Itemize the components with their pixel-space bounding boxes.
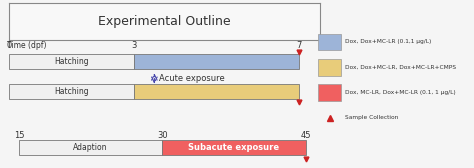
Text: Hatching: Hatching — [54, 57, 89, 66]
Bar — [9, 84, 134, 99]
FancyBboxPatch shape — [319, 59, 341, 76]
Bar — [9, 54, 134, 69]
Text: Experimental Outline: Experimental Outline — [99, 15, 231, 28]
Text: 3: 3 — [131, 41, 137, 50]
Bar — [134, 84, 299, 99]
Bar — [134, 54, 299, 69]
Text: 30: 30 — [157, 131, 168, 140]
Text: Hatching: Hatching — [54, 87, 89, 96]
Text: 45: 45 — [301, 131, 311, 140]
Text: Time (dpf): Time (dpf) — [8, 41, 47, 50]
Text: Acute exposure: Acute exposure — [159, 74, 225, 83]
Text: Sample Collection: Sample Collection — [346, 115, 399, 120]
Text: Dox, MC-LR, Dox+MC-LR (0.1, 1 μg/L): Dox, MC-LR, Dox+MC-LR (0.1, 1 μg/L) — [346, 90, 456, 95]
Text: Adaption: Adaption — [73, 143, 108, 152]
Text: Dox, Dox+MC-LR (0.1,1 μg/L): Dox, Dox+MC-LR (0.1,1 μg/L) — [346, 39, 432, 45]
Text: Dox, Dox+MC-LR, Dox+MC-LR+CMPS: Dox, Dox+MC-LR, Dox+MC-LR+CMPS — [346, 65, 456, 70]
Text: 7: 7 — [297, 41, 302, 50]
FancyBboxPatch shape — [319, 84, 341, 101]
Text: 0: 0 — [7, 41, 12, 50]
Text: 15: 15 — [14, 131, 24, 140]
Text: Subacute exposure: Subacute exposure — [188, 143, 280, 152]
Bar — [19, 140, 162, 155]
Bar — [162, 140, 306, 155]
FancyBboxPatch shape — [319, 34, 341, 50]
